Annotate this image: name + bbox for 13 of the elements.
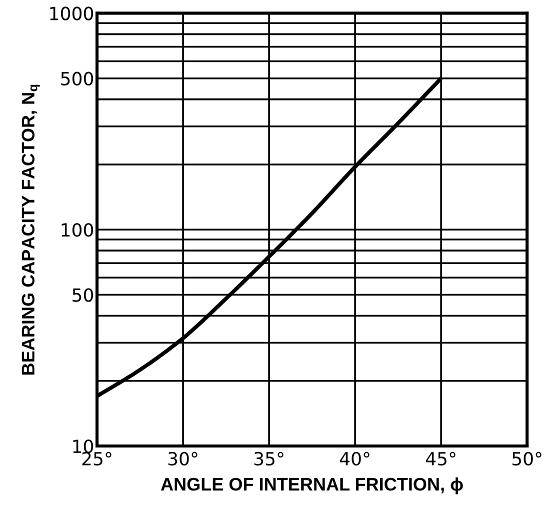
x-axis-title: ANGLE OF INTERNAL FRICTION, ϕ — [160, 477, 463, 494]
y-tick-label: 500 — [61, 72, 94, 86]
x-tick-label: 40° — [340, 452, 370, 466]
x-tick-label: 45° — [426, 452, 456, 466]
y-tick-label: 10 — [73, 439, 94, 454]
x-tick-label: 50° — [512, 452, 542, 466]
x-tick-label: 30° — [168, 452, 198, 466]
y-tick-label: 100 — [62, 223, 94, 237]
x-tick-label: 35° — [254, 452, 284, 466]
x-tick-label: 25° — [82, 452, 112, 466]
y-axis-title: BEARING CAPACITY FACTOR, N$_{q}$ — [22, 84, 40, 375]
y-tick-label: 1000 — [50, 6, 94, 20]
y-tick-label: 50 — [72, 288, 94, 302]
